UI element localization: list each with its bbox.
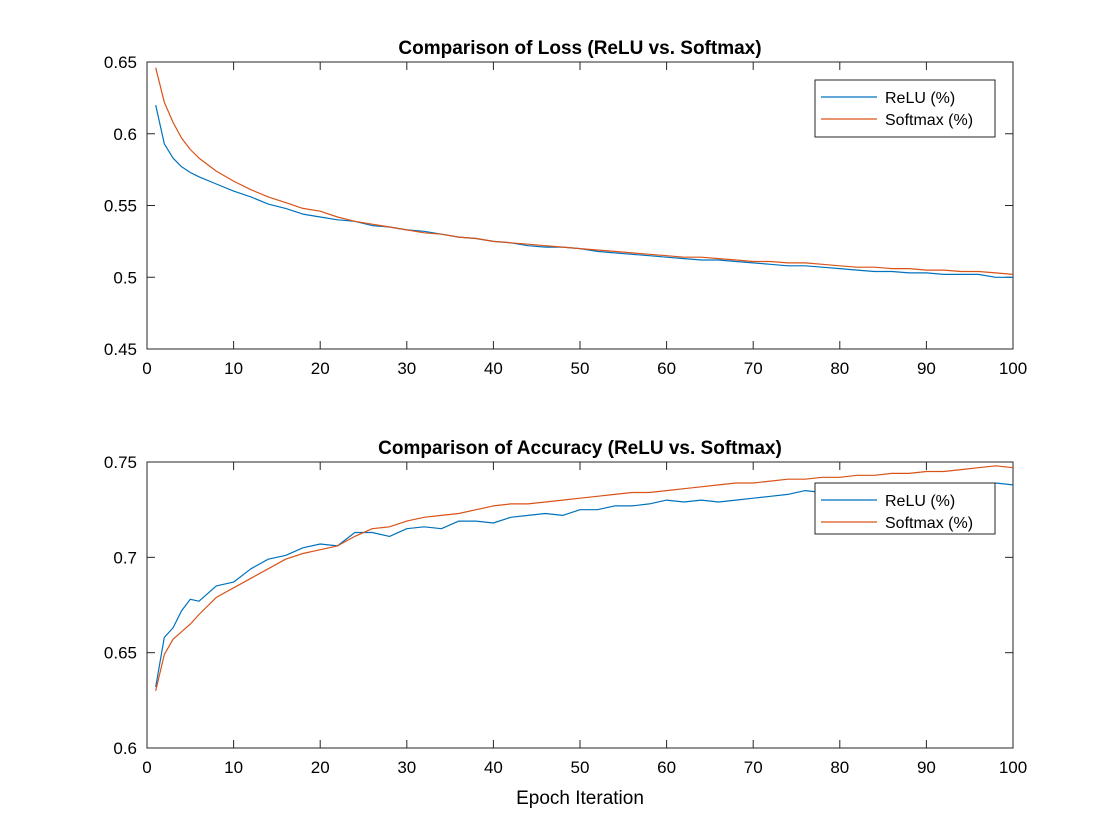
x-tick-label: 70 — [744, 359, 763, 378]
chart-panel-2: Comparison of Accuracy (ReLU vs. Softmax… — [104, 438, 1027, 777]
chart-title: Comparison of Accuracy (ReLU vs. Softmax… — [378, 438, 782, 459]
legend-box — [814, 79, 996, 138]
x-tick-label: 30 — [397, 359, 416, 378]
x-axis-label: Epoch Iteration — [516, 788, 644, 809]
x-tick-label: 50 — [571, 758, 590, 777]
series-line-softmax — [155, 465, 1014, 691]
x-tick-label: 10 — [224, 758, 243, 777]
series-line-softmax — [155, 67, 1014, 275]
x-tick-label: 100 — [999, 758, 1027, 777]
legend-label: Softmax (%) — [885, 112, 973, 129]
x-tick-label: 0 — [142, 758, 151, 777]
chart-panel-1: Comparison of Loss (ReLU vs. Softmax) 0 10… — [104, 38, 1027, 378]
chart-title: Comparison of Loss (ReLU vs. Softmax) — [398, 38, 761, 59]
legend: ReLU (%) Softmax (%) — [814, 79, 996, 138]
legend: ReLU (%) Softmax (%) — [814, 482, 996, 535]
x-tick-label: 90 — [917, 758, 936, 777]
y-tick-label: 0.5 — [113, 268, 137, 287]
y-tick-label: 0.6 — [113, 125, 137, 144]
x-tick-label: 80 — [830, 758, 849, 777]
y-tick-label: 0.45 — [104, 340, 137, 359]
y-tick-label: 0.6 — [113, 739, 137, 758]
y-tick-label: 0.75 — [104, 453, 137, 472]
x-tick-label: 40 — [484, 359, 503, 378]
x-tick-label: 40 — [484, 758, 503, 777]
legend-label: Softmax (%) — [885, 515, 973, 532]
y-tick-label: 0.65 — [104, 644, 137, 663]
y-tick-label: 0.55 — [104, 197, 137, 216]
x-tick-label: 60 — [657, 758, 676, 777]
x-tick-label: 20 — [311, 758, 330, 777]
y-tick-label: 0.7 — [113, 548, 137, 567]
x-tick-label: 80 — [830, 359, 849, 378]
x-tick-label: 20 — [311, 359, 330, 378]
legend-label: ReLU (%) — [885, 493, 955, 510]
x-tick-label: 10 — [224, 359, 243, 378]
x-tick-label: 50 — [571, 359, 590, 378]
y-tick-label: 0.65 — [104, 53, 137, 72]
legend-box — [814, 482, 996, 535]
x-tick-label: 100 — [999, 359, 1027, 378]
x-tick-label: 70 — [744, 758, 763, 777]
x-tick-label: 60 — [657, 359, 676, 378]
x-tick-label: 0 — [142, 359, 151, 378]
x-tick-label: 90 — [917, 359, 936, 378]
legend-label: ReLU (%) — [885, 90, 955, 107]
x-tick-label: 30 — [397, 758, 416, 777]
